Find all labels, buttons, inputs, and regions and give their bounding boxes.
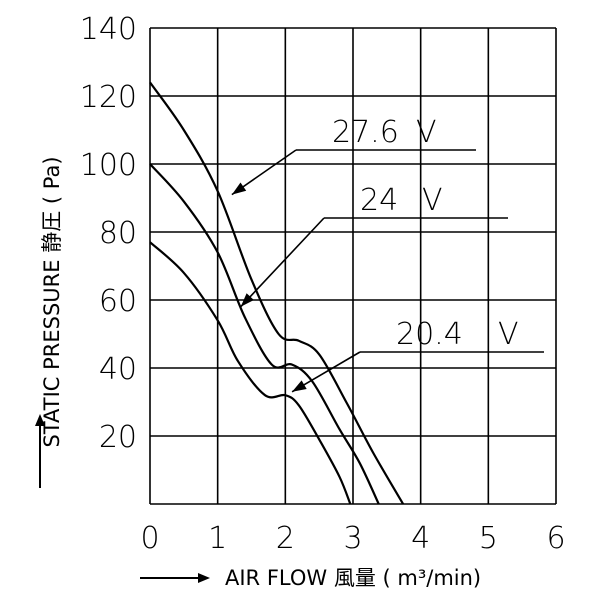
grid [149,27,557,505]
x-tick-label: 2 [276,521,295,556]
x-tick-label: 1 [208,521,227,556]
voltage-label: 24 [360,183,398,218]
x-tick-label: 4 [411,521,430,556]
x-axis-title: AIR FLOW 風量 ( m³/min) [225,566,481,590]
y-tick-label: 20 [99,420,137,455]
curve-2 [149,163,380,505]
y-tick-label: 120 [80,80,137,115]
voltage-unit: V [422,183,443,218]
x-tick-label: 0 [140,521,159,556]
leader-arrowhead [231,182,247,195]
y-axis-arrow [35,414,45,488]
x-axis-arrow [140,573,210,583]
y-axis-title: STATIC PRESSURE 静圧 ( Pa) [40,156,64,447]
curve-1 [149,81,405,505]
y-tick-label: 80 [99,216,137,251]
leader-arrowhead [240,293,254,307]
x-tick-label: 3 [343,521,362,556]
voltage-label: 20.4 [396,317,463,352]
curve-3 [149,241,352,505]
leader-line [240,217,325,308]
x-tick-label: 5 [479,521,498,556]
voltage-annotations: 27.6 V 24 V 20.4 V [231,115,544,393]
tick-labels: 0 1 2 3 4 5 6 20 40 60 80 100 120 140 [80,12,566,556]
x-tick-label: 6 [546,521,565,556]
leader-arrowhead [292,380,307,392]
y-tick-label: 140 [80,12,137,47]
y-tick-label: 40 [99,352,137,387]
y-tick-label: 60 [99,284,137,319]
y-tick-label: 100 [80,148,137,183]
curves [149,81,405,505]
voltage-unit: V [416,115,437,150]
voltage-unit: V [498,317,519,352]
voltage-label: 27.6 [332,115,399,150]
